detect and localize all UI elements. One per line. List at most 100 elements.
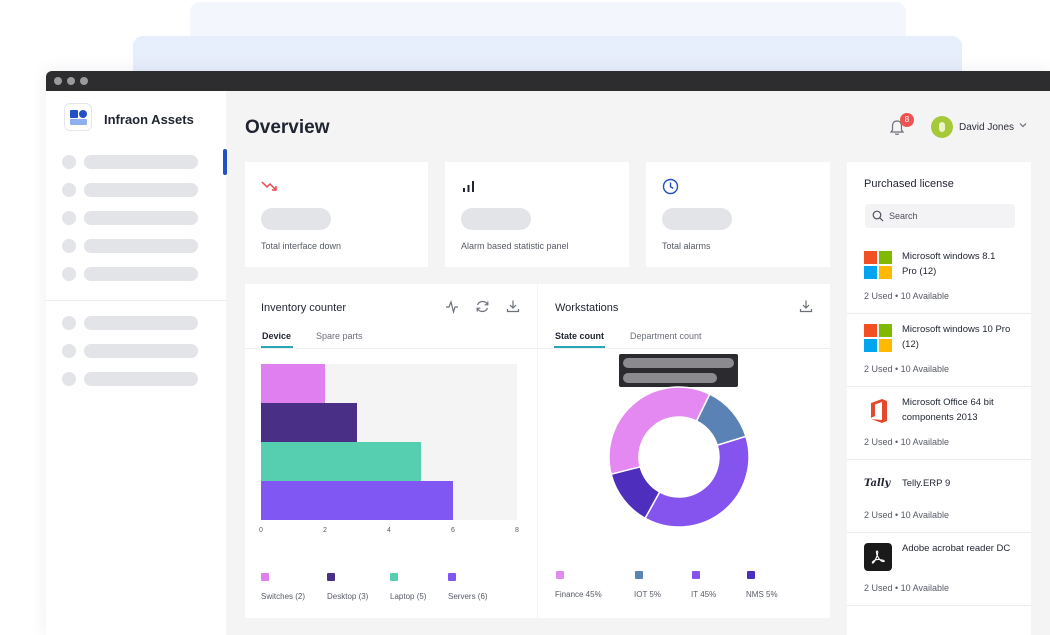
stat-card-total-alarms[interactable]: Total alarms — [646, 162, 830, 267]
tab-divider — [538, 348, 830, 349]
tally-logo-icon: Tally — [864, 478, 891, 489]
license-divider — [847, 459, 1031, 460]
page-title: Overview — [245, 117, 330, 138]
download-icon[interactable] — [506, 299, 520, 313]
license-count: 2 Used • 10 Available — [864, 510, 950, 520]
stat-label: Total interface down — [261, 241, 342, 251]
legend-label[interactable]: Servers (6) — [448, 592, 488, 601]
legend-label[interactable]: Switches (2) — [261, 592, 306, 601]
license-divider — [847, 313, 1031, 314]
stat-label: Alarm based statistic panel — [461, 241, 569, 251]
x-tick-label: 4 — [387, 527, 391, 534]
bar-chart-icon — [463, 181, 474, 192]
stat-value-placeholder — [261, 208, 331, 230]
license-count: 2 Used • 10 Available — [864, 583, 950, 593]
search-input[interactable]: Search — [865, 204, 1015, 228]
bar-desktop[interactable] — [261, 403, 357, 442]
brand-logo-icon[interactable] — [64, 103, 92, 131]
tab-spare-parts[interactable]: Spare parts — [316, 331, 363, 341]
notification-badge: 8 — [900, 113, 914, 127]
clock-icon — [662, 178, 679, 195]
panel-title: Inventory counter — [261, 302, 346, 314]
active-tab-underline — [554, 346, 605, 348]
slice-it[interactable] — [644, 435, 750, 528]
user-avatar[interactable] — [931, 116, 953, 138]
legend-label[interactable]: IOT 5% — [634, 590, 661, 599]
legend-swatch — [747, 571, 755, 579]
stat-value-placeholder — [461, 208, 531, 230]
license-name[interactable]: Microsoft windows 10 Pro (12) — [902, 324, 1011, 350]
stat-card-alarm-statistic[interactable]: Alarm based statistic panel — [445, 162, 629, 267]
legend-label[interactable]: Finance 45% — [555, 590, 602, 599]
active-tab-underline — [261, 346, 293, 348]
window-dot-maximize[interactable] — [80, 77, 88, 85]
trend-down-icon — [261, 181, 277, 191]
panel-title: Workstations — [555, 302, 619, 314]
legend-label[interactable]: NMS 5% — [746, 590, 778, 599]
stat-value-placeholder — [662, 208, 732, 230]
bar-servers[interactable] — [261, 481, 453, 520]
office-icon — [871, 399, 887, 423]
window-titlebar — [46, 71, 1050, 91]
window-dot-close[interactable] — [54, 77, 62, 85]
license-count: 2 Used • 10 Available — [864, 364, 950, 374]
x-tick-label: 0 — [259, 527, 263, 534]
stat-label: Total alarms — [662, 241, 711, 251]
app-window: Infraon Assets Overview 8 David Jones — [46, 71, 1050, 635]
tab-department-count[interactable]: Department count — [630, 331, 702, 341]
tab-divider — [245, 348, 537, 349]
legend-swatch — [556, 571, 564, 579]
x-tick-label: 8 — [515, 527, 519, 534]
bar-switches[interactable] — [261, 364, 325, 403]
license-name[interactable]: Telly.ERP 9 — [902, 478, 951, 489]
slice-finance[interactable] — [608, 386, 711, 482]
license-count: 2 Used • 10 Available — [864, 437, 950, 447]
legend-swatch — [448, 573, 456, 581]
user-name[interactable]: David Jones — [959, 122, 1015, 133]
legend-swatch — [692, 571, 700, 579]
bell-icon[interactable] — [889, 119, 905, 137]
inventory-counter-panel: Inventory counter Device Spare parts 0 2 4… — [245, 284, 537, 618]
legend-swatch — [390, 573, 398, 581]
main-content: Overview 8 David Jones Total interface d… — [226, 91, 1050, 635]
license-name[interactable]: Adobe acrobat reader DC — [902, 543, 1011, 554]
inventory-bar-chart: 0 2 4 6 8 — [259, 364, 519, 534]
windows-icon — [864, 324, 892, 352]
legend-swatch — [635, 571, 643, 579]
workstations-donut-chart — [608, 386, 750, 528]
legend-swatch — [261, 573, 269, 581]
windows-icon — [864, 251, 892, 279]
slice-nms[interactable] — [610, 465, 661, 520]
purchased-license-panel: Purchased license Search Microsoft windo… — [847, 162, 1031, 635]
activity-icon[interactable] — [445, 300, 459, 314]
license-count: 2 Used • 10 Available — [864, 291, 950, 301]
sidebar-active-indicator — [223, 149, 227, 175]
download-icon[interactable] — [799, 299, 813, 313]
license-name[interactable]: Microsoft windows 8.1 Pro (12) — [902, 251, 996, 277]
panel-title: Purchased license — [864, 178, 954, 190]
license-divider — [847, 386, 1031, 387]
tab-device[interactable]: Device — [262, 331, 292, 341]
legend-label[interactable]: Laptop (5) — [390, 592, 427, 601]
search-icon — [872, 210, 884, 222]
license-divider — [847, 532, 1031, 533]
legend-label[interactable]: Desktop (3) — [327, 592, 369, 601]
bar-laptop[interactable] — [261, 442, 421, 481]
search-placeholder: Search — [889, 211, 918, 221]
chevron-down-icon[interactable] — [1018, 120, 1028, 130]
tab-state-count[interactable]: State count — [555, 331, 605, 341]
chart-tooltip — [619, 354, 738, 391]
refresh-icon[interactable] — [475, 299, 490, 314]
x-tick-label: 2 — [323, 527, 327, 534]
sidebar-divider — [46, 300, 226, 301]
license-divider — [847, 605, 1031, 606]
window-dot-minimize[interactable] — [67, 77, 75, 85]
stat-card-interface-down[interactable]: Total interface down — [245, 162, 428, 267]
sidebar: Infraon Assets — [46, 91, 227, 635]
acrobat-icon — [864, 543, 892, 571]
legend-label[interactable]: IT 45% — [691, 590, 717, 599]
brand-name: Infraon Assets — [104, 112, 194, 127]
legend-swatch — [327, 573, 335, 581]
x-tick-label: 6 — [451, 527, 455, 534]
license-name[interactable]: Microsoft Office 64 bit components 2013 — [902, 397, 994, 423]
